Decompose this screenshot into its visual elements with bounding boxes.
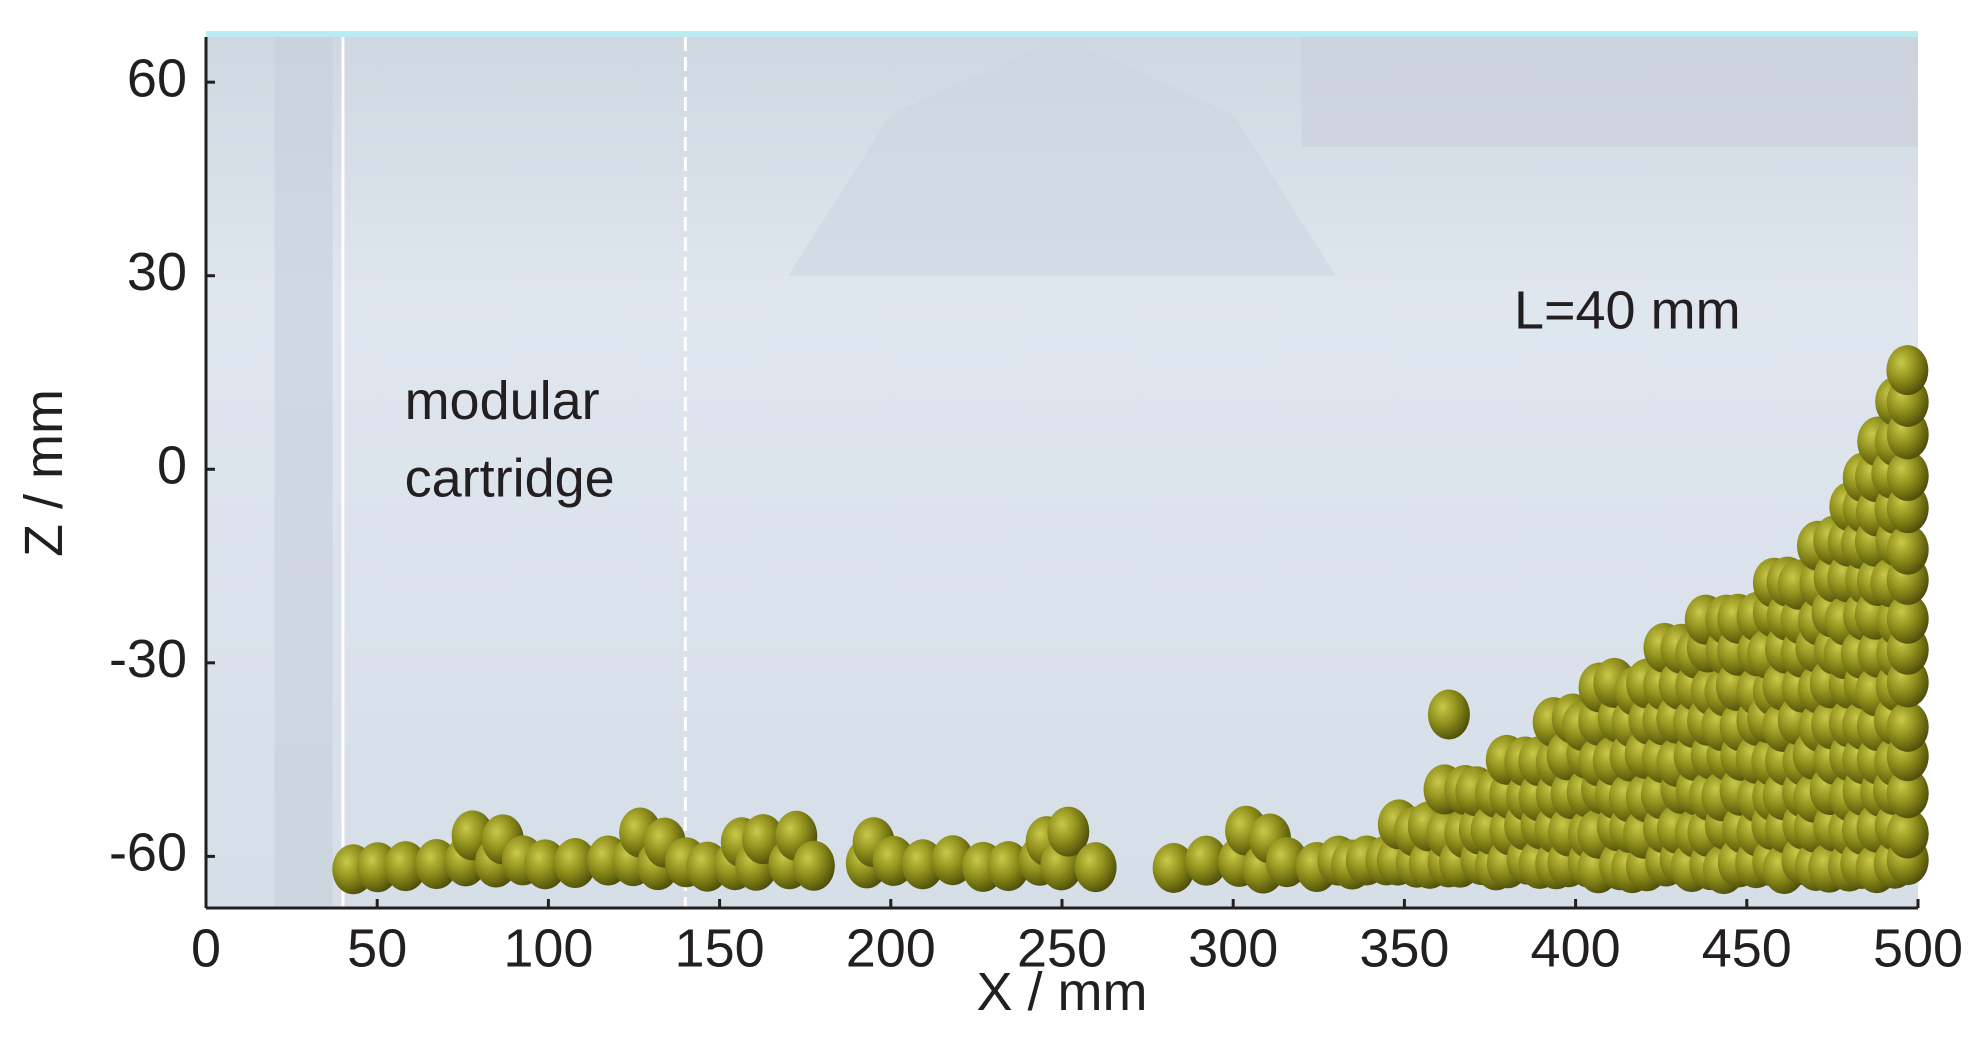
annotation: cartridge bbox=[405, 448, 615, 508]
x-tick-label: 200 bbox=[846, 918, 936, 978]
y-tick-label: -30 bbox=[109, 629, 187, 689]
particle bbox=[1185, 835, 1228, 886]
particle bbox=[554, 838, 597, 889]
particle bbox=[1886, 768, 1929, 819]
particle bbox=[1074, 842, 1117, 893]
particle bbox=[1886, 701, 1929, 752]
shade bbox=[274, 37, 333, 908]
particle bbox=[524, 839, 567, 890]
y-tick-label: 0 bbox=[157, 436, 187, 496]
particle bbox=[987, 841, 1030, 892]
particle bbox=[1152, 842, 1195, 893]
particle bbox=[1886, 808, 1929, 859]
x-tick-label: 300 bbox=[1188, 918, 1278, 978]
x-tick-label: 450 bbox=[1702, 918, 1792, 978]
x-tick-label: 250 bbox=[1017, 918, 1107, 978]
y-tick-label: 60 bbox=[127, 48, 187, 108]
x-tick-label: 150 bbox=[675, 918, 765, 978]
particle bbox=[1047, 806, 1090, 857]
plot-area bbox=[206, 31, 1929, 908]
particle bbox=[384, 841, 427, 892]
x-tick-label: 50 bbox=[347, 918, 407, 978]
x-tick-label: 500 bbox=[1873, 918, 1963, 978]
particle bbox=[1886, 524, 1929, 575]
y-tick-label: -60 bbox=[109, 823, 187, 883]
particle bbox=[1886, 450, 1929, 501]
particle bbox=[1886, 593, 1929, 644]
x-axis-label: X / mm bbox=[977, 962, 1148, 1022]
particle bbox=[1886, 345, 1929, 396]
top-edge bbox=[206, 31, 1918, 37]
particle bbox=[792, 840, 835, 891]
particle bbox=[1427, 689, 1470, 740]
shade bbox=[1301, 37, 1918, 147]
annotation: modular bbox=[405, 371, 600, 431]
x-tick-label: 100 bbox=[503, 918, 593, 978]
x-tick-label: 350 bbox=[1359, 918, 1449, 978]
shade bbox=[788, 37, 1336, 276]
x-tick-label: 0 bbox=[191, 918, 221, 978]
y-axis-label: Z / mm bbox=[14, 389, 74, 557]
y-tick-label: 30 bbox=[127, 242, 187, 302]
annotation: L=40 mm bbox=[1514, 281, 1741, 341]
x-tick-label: 400 bbox=[1531, 918, 1621, 978]
